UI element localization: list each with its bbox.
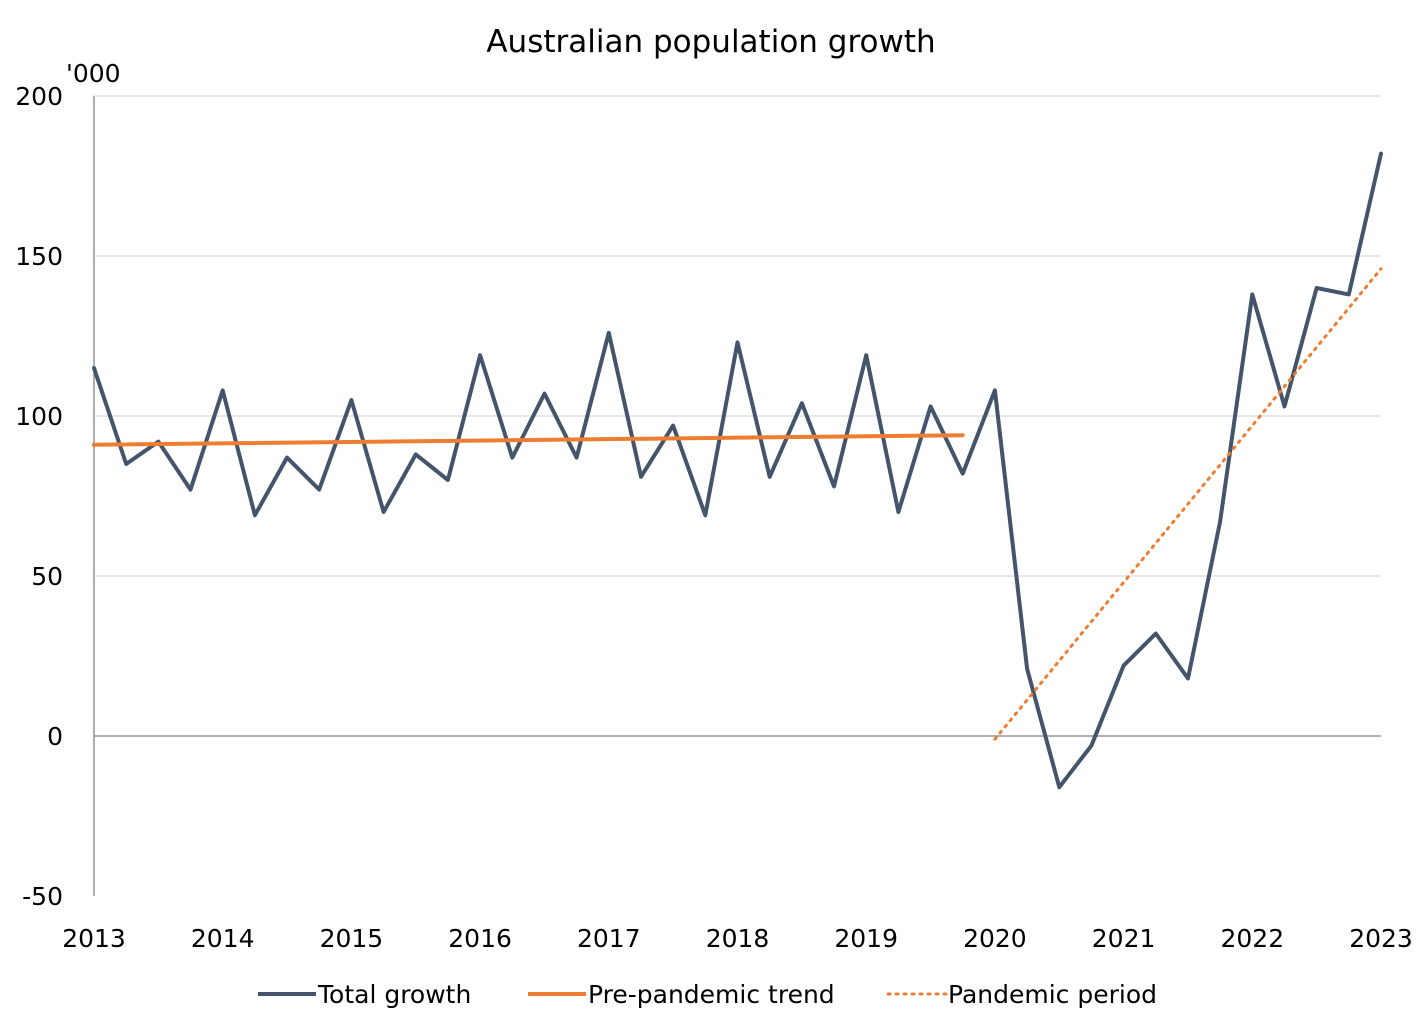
x-tick-label: 2013 xyxy=(62,924,126,953)
y-tick-label: -50 xyxy=(22,882,63,911)
y-axis-unit-label: '000 xyxy=(66,59,121,88)
x-tick-label: 2015 xyxy=(320,924,384,953)
y-tick-label: 200 xyxy=(15,82,63,111)
x-tick-label: 2017 xyxy=(577,924,641,953)
series-line-pandemic-period xyxy=(993,267,1383,741)
x-axis-ticks: 2013 2014 2015 2016 2017 2018 2019 2020 2021 2022… xyxy=(62,924,1413,953)
x-tick-label: 2014 xyxy=(191,924,255,953)
series-lines xyxy=(92,151,1383,790)
axes xyxy=(93,96,1381,896)
x-tick-label: 2021 xyxy=(1092,924,1156,953)
y-tick-label: 0 xyxy=(47,722,63,751)
series-line-total-growth xyxy=(92,151,1383,790)
gridlines xyxy=(94,95,1381,577)
legend: Total growth Pre-pandemic trend Pandemic p… xyxy=(258,980,1157,1009)
x-tick-label: 2022 xyxy=(1220,924,1284,953)
y-tick-label: 150 xyxy=(15,242,63,271)
x-tick-label: 2016 xyxy=(448,924,512,953)
x-tick-label: 2020 xyxy=(963,924,1027,953)
legend-label: Total growth xyxy=(317,980,471,1009)
y-tick-label: 100 xyxy=(15,402,63,431)
chart-title: Australian population growth xyxy=(486,24,935,60)
y-axis-ticks: -50 0 50 100 150 200 xyxy=(15,82,63,911)
legend-label: Pandemic period xyxy=(948,980,1157,1009)
series-line-pre-pandemic-trend xyxy=(92,433,965,447)
legend-label: Pre-pandemic trend xyxy=(588,980,835,1009)
x-tick-label: 2018 xyxy=(706,924,770,953)
x-tick-label: 2019 xyxy=(834,924,898,953)
y-tick-label: 50 xyxy=(31,562,63,591)
x-tick-label: 2023 xyxy=(1349,924,1413,953)
